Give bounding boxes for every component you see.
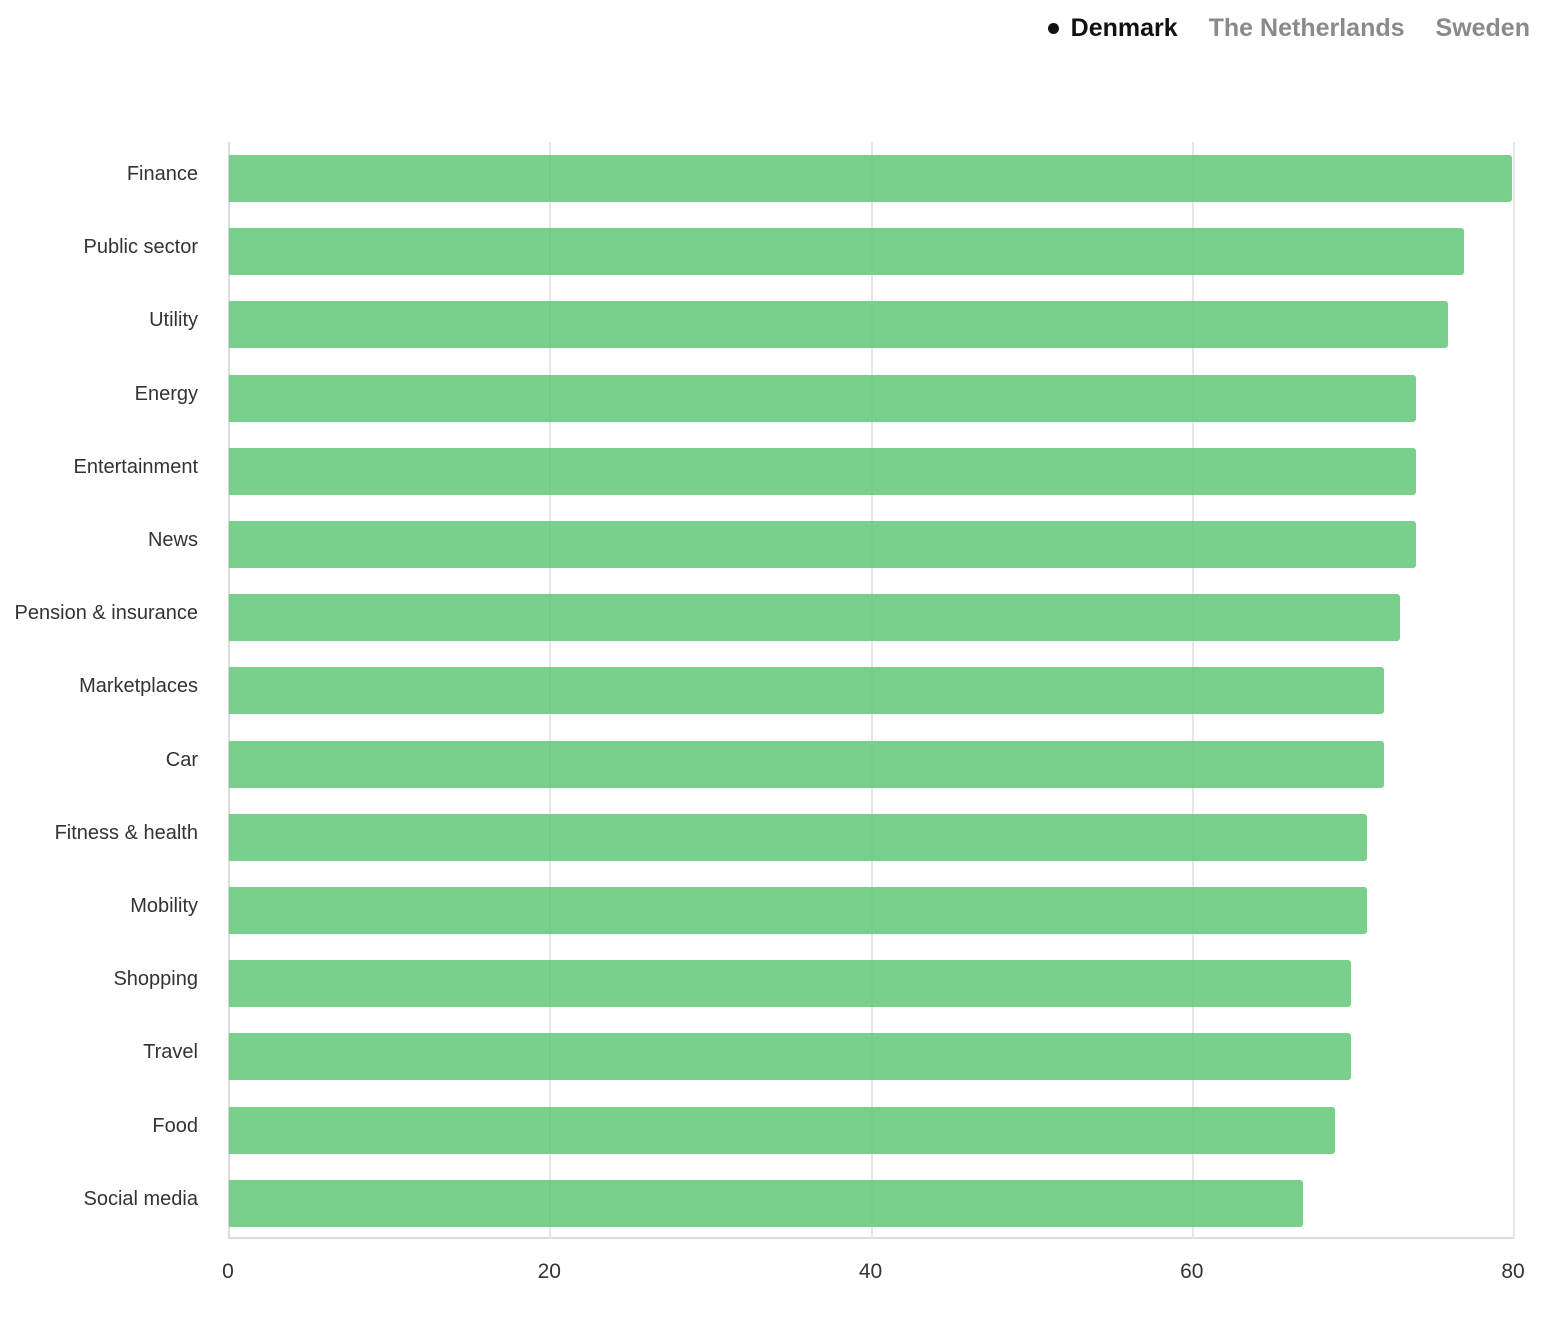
legend-item-netherlands[interactable]: The Netherlands bbox=[1209, 14, 1405, 43]
bullet-icon bbox=[1047, 23, 1059, 34]
category-label: Social media bbox=[83, 1187, 198, 1210]
legend-label: Denmark bbox=[1070, 14, 1178, 42]
category-label: Food bbox=[152, 1114, 198, 1137]
category-label: Entertainment bbox=[73, 455, 198, 478]
category-label: Utility bbox=[149, 309, 198, 332]
x-tick-label: 40 bbox=[858, 1260, 883, 1283]
bar[interactable] bbox=[229, 374, 1416, 422]
legend-label: Sweden bbox=[1435, 14, 1530, 42]
bar[interactable] bbox=[229, 521, 1416, 568]
gridline bbox=[1513, 142, 1515, 1239]
bar[interactable] bbox=[229, 301, 1448, 349]
bar[interactable] bbox=[229, 228, 1464, 276]
category-label: Energy bbox=[134, 382, 198, 405]
category-label: Travel bbox=[143, 1041, 198, 1064]
x-tick-label: 20 bbox=[537, 1260, 561, 1283]
bar[interactable] bbox=[229, 594, 1400, 642]
bar[interactable] bbox=[229, 1033, 1352, 1081]
category-label: Fitness & health bbox=[54, 821, 198, 844]
bar[interactable] bbox=[229, 1106, 1336, 1154]
legend-label: The Netherlands bbox=[1208, 14, 1405, 42]
x-tick-label: 60 bbox=[1180, 1260, 1204, 1283]
bar[interactable] bbox=[229, 960, 1352, 1008]
category-label: News bbox=[147, 529, 198, 551]
bar[interactable] bbox=[229, 740, 1384, 788]
x-tick-label: 0 bbox=[222, 1260, 234, 1283]
plot-area bbox=[228, 142, 1515, 1239]
category-label: Car bbox=[165, 748, 198, 771]
category-label: Shopping bbox=[113, 968, 198, 991]
legend-item-denmark[interactable]: Denmark bbox=[1047, 14, 1178, 43]
bar[interactable] bbox=[229, 887, 1368, 934]
legend-item-sweden[interactable]: Sweden bbox=[1436, 14, 1530, 43]
category-label: Marketplaces bbox=[79, 675, 198, 698]
x-tick-label: 80 bbox=[1501, 1260, 1525, 1283]
category-label: Mobility bbox=[130, 895, 198, 917]
bar[interactable] bbox=[229, 447, 1416, 495]
category-label: Pension & insurance bbox=[14, 602, 198, 625]
legend: Denmark The Netherlands Sweden bbox=[1047, 14, 1530, 43]
bar[interactable] bbox=[229, 155, 1512, 202]
bar[interactable] bbox=[229, 813, 1368, 861]
category-label: Public sector bbox=[83, 236, 199, 259]
bar[interactable] bbox=[229, 1179, 1304, 1227]
bar[interactable] bbox=[229, 667, 1384, 715]
category-label: Finance bbox=[126, 163, 198, 185]
